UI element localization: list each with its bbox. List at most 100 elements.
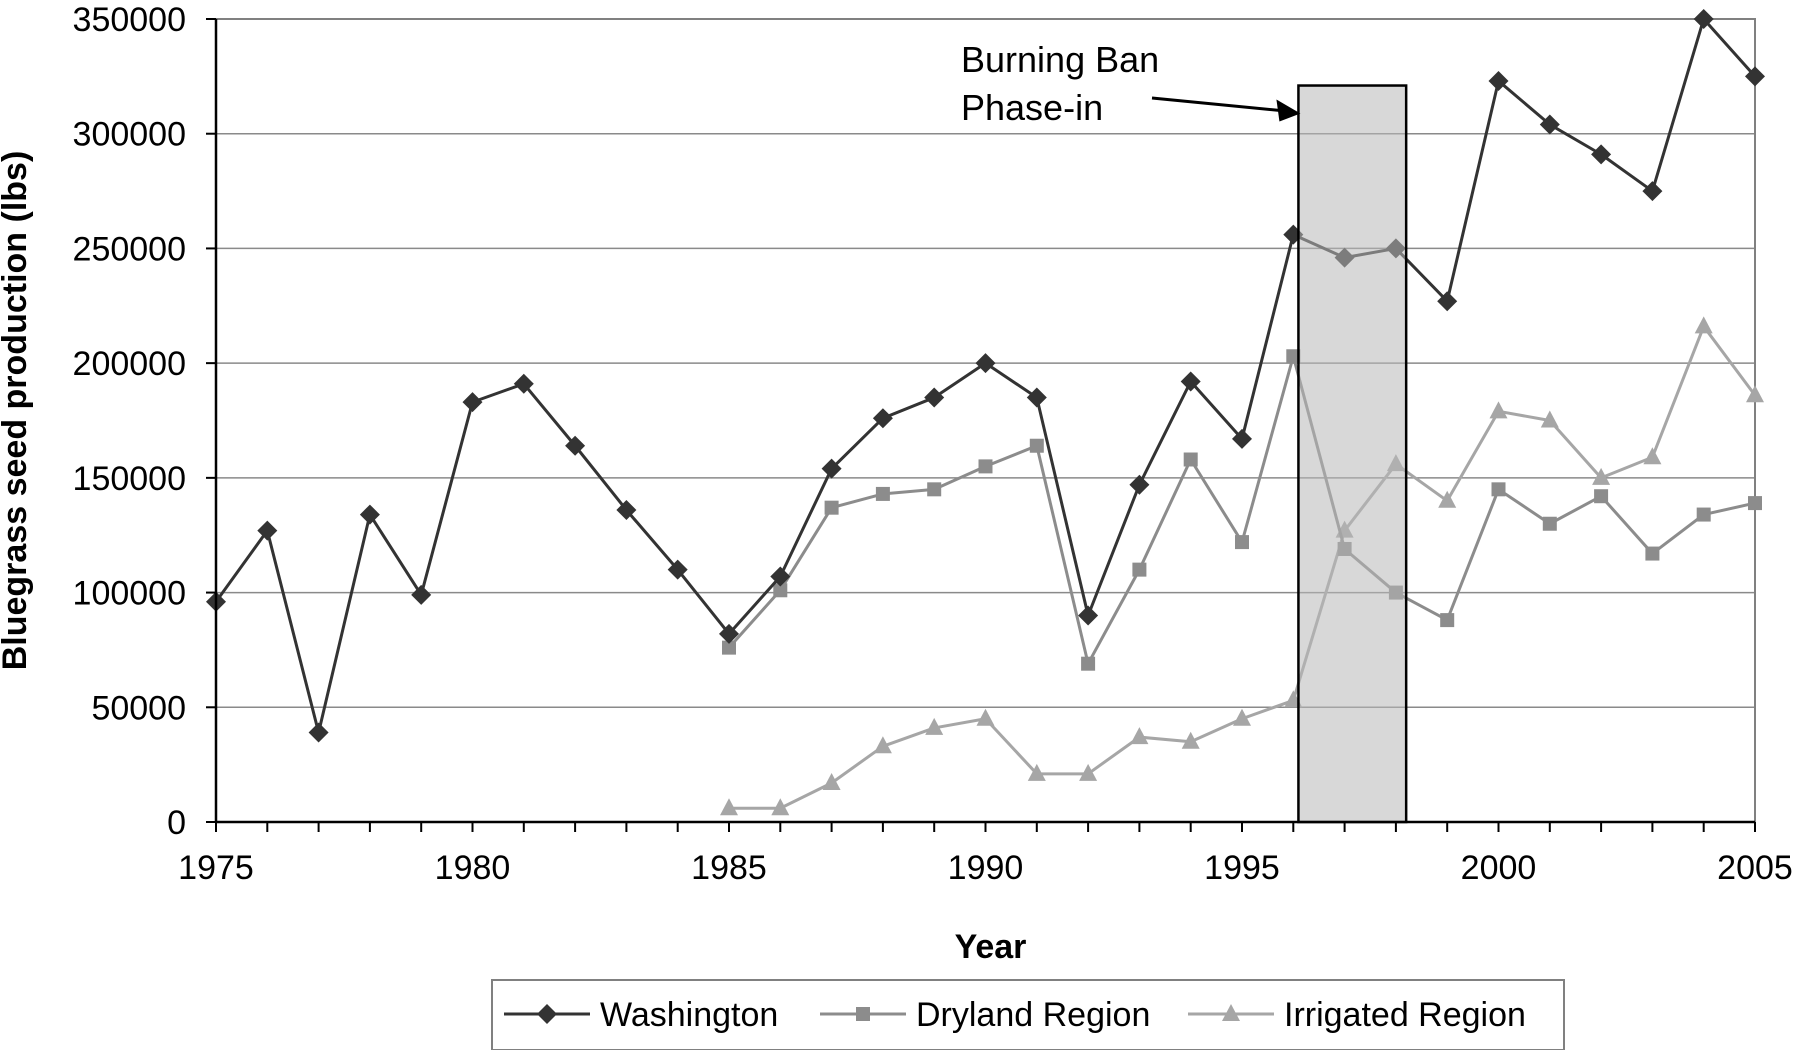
data-point	[1132, 562, 1147, 577]
data-point	[1748, 496, 1762, 511]
data-point	[1746, 385, 1764, 403]
data-point	[359, 504, 380, 525]
legend-items: Washington Dryland Region Irrigated Region	[504, 996, 1526, 1034]
y-tick-label: 350000	[73, 1, 186, 39]
series-dryland-region	[722, 349, 1762, 671]
y-tick-label: 200000	[73, 345, 186, 383]
data-series	[206, 9, 1765, 816]
data-point	[1232, 428, 1252, 449]
legend-label: Irrigated Region	[1284, 996, 1526, 1034]
x-tick-label: 1980	[435, 849, 511, 887]
data-point	[1079, 763, 1098, 781]
data-point	[722, 640, 736, 655]
data-point	[822, 772, 841, 790]
data-point	[771, 798, 790, 816]
data-point	[873, 736, 892, 754]
data-point	[978, 459, 993, 474]
data-point	[1540, 410, 1559, 428]
data-point	[1645, 546, 1660, 561]
data-point	[773, 583, 788, 598]
y-tick-label: 300000	[73, 116, 186, 154]
data-point	[1489, 401, 1508, 419]
y-axis-ticks: 0 50000 100000 150000 200000 250000 300000 3500…	[73, 1, 216, 842]
data-point	[1694, 316, 1713, 334]
data-point	[824, 500, 839, 515]
data-point	[872, 408, 893, 429]
burning-ban-annotation: Burning Ban Phase-in	[961, 39, 1301, 128]
data-point	[1594, 489, 1609, 504]
data-point	[975, 353, 996, 374]
data-point	[1696, 507, 1711, 522]
data-point	[1081, 656, 1096, 671]
data-point	[1130, 727, 1149, 745]
data-point	[1642, 181, 1663, 202]
annotation-text-line-1: Burning Ban	[961, 39, 1159, 80]
data-point	[1440, 613, 1455, 628]
data-point	[462, 392, 483, 413]
x-tick-label: 2000	[1461, 849, 1537, 887]
legend-marker	[537, 1004, 557, 1024]
data-point	[1491, 482, 1506, 497]
data-point	[1745, 66, 1765, 87]
legend-marker	[856, 1007, 870, 1021]
data-point	[719, 623, 739, 644]
x-tick-label: 1990	[948, 849, 1024, 887]
data-point	[1591, 144, 1612, 165]
data-point	[513, 373, 534, 394]
data-point	[1286, 349, 1301, 364]
data-point	[1183, 452, 1198, 467]
data-point	[1539, 114, 1560, 135]
data-point	[924, 387, 945, 408]
data-point	[1181, 731, 1200, 749]
legend-label: Washington	[600, 996, 778, 1034]
data-point	[1235, 535, 1249, 550]
data-point	[1438, 490, 1457, 508]
legend-entry: Irrigated Region	[1188, 996, 1526, 1034]
data-point	[1027, 763, 1046, 781]
legend: Washington Dryland Region Irrigated Region	[491, 979, 1565, 1050]
x-tick-label: 1975	[178, 849, 254, 887]
data-point	[1542, 516, 1557, 531]
annotation-arrowhead	[1276, 99, 1301, 122]
x-tick-label: 2005	[1717, 849, 1793, 887]
data-point	[1029, 438, 1044, 453]
data-point	[1233, 708, 1251, 726]
data-point	[257, 520, 278, 541]
data-point	[925, 717, 944, 735]
data-point	[411, 584, 432, 605]
annotation-arrow	[1151, 96, 1281, 113]
data-point	[875, 486, 890, 501]
data-point	[616, 499, 637, 520]
data-point	[1437, 291, 1458, 312]
series-washington	[206, 9, 1765, 743]
data-point	[770, 566, 791, 587]
legend-box	[491, 979, 1565, 1050]
x-axis-title: Year	[955, 928, 1027, 966]
data-point	[1693, 9, 1714, 29]
burning-ban-region	[1297, 84, 1408, 824]
data-point	[1180, 371, 1201, 392]
data-point	[1643, 447, 1662, 465]
legend-entry: Dryland Region	[820, 996, 1150, 1034]
annotation-text-line-2: Phase-in	[961, 87, 1103, 128]
legend-label: Dryland Region	[916, 996, 1150, 1034]
x-axis-ticks: 1975 1980 1985 1990 1995 2000 2005	[178, 822, 1793, 887]
y-tick-label: 100000	[73, 575, 186, 613]
data-point	[667, 559, 688, 580]
y-tick-label: 250000	[73, 230, 186, 268]
data-point	[1592, 467, 1611, 485]
data-point	[720, 798, 738, 816]
y-tick-label: 50000	[91, 689, 186, 727]
burning-ban-shade	[1297, 84, 1408, 824]
y-tick-label: 150000	[73, 460, 186, 498]
data-point	[1078, 605, 1099, 626]
y-tick-label: 0	[167, 804, 186, 842]
data-point	[927, 482, 942, 497]
x-tick-label: 1985	[691, 849, 767, 887]
data-point	[1129, 474, 1150, 495]
data-point	[976, 708, 995, 726]
data-point	[565, 435, 586, 456]
x-tick-label: 1995	[1204, 849, 1280, 887]
